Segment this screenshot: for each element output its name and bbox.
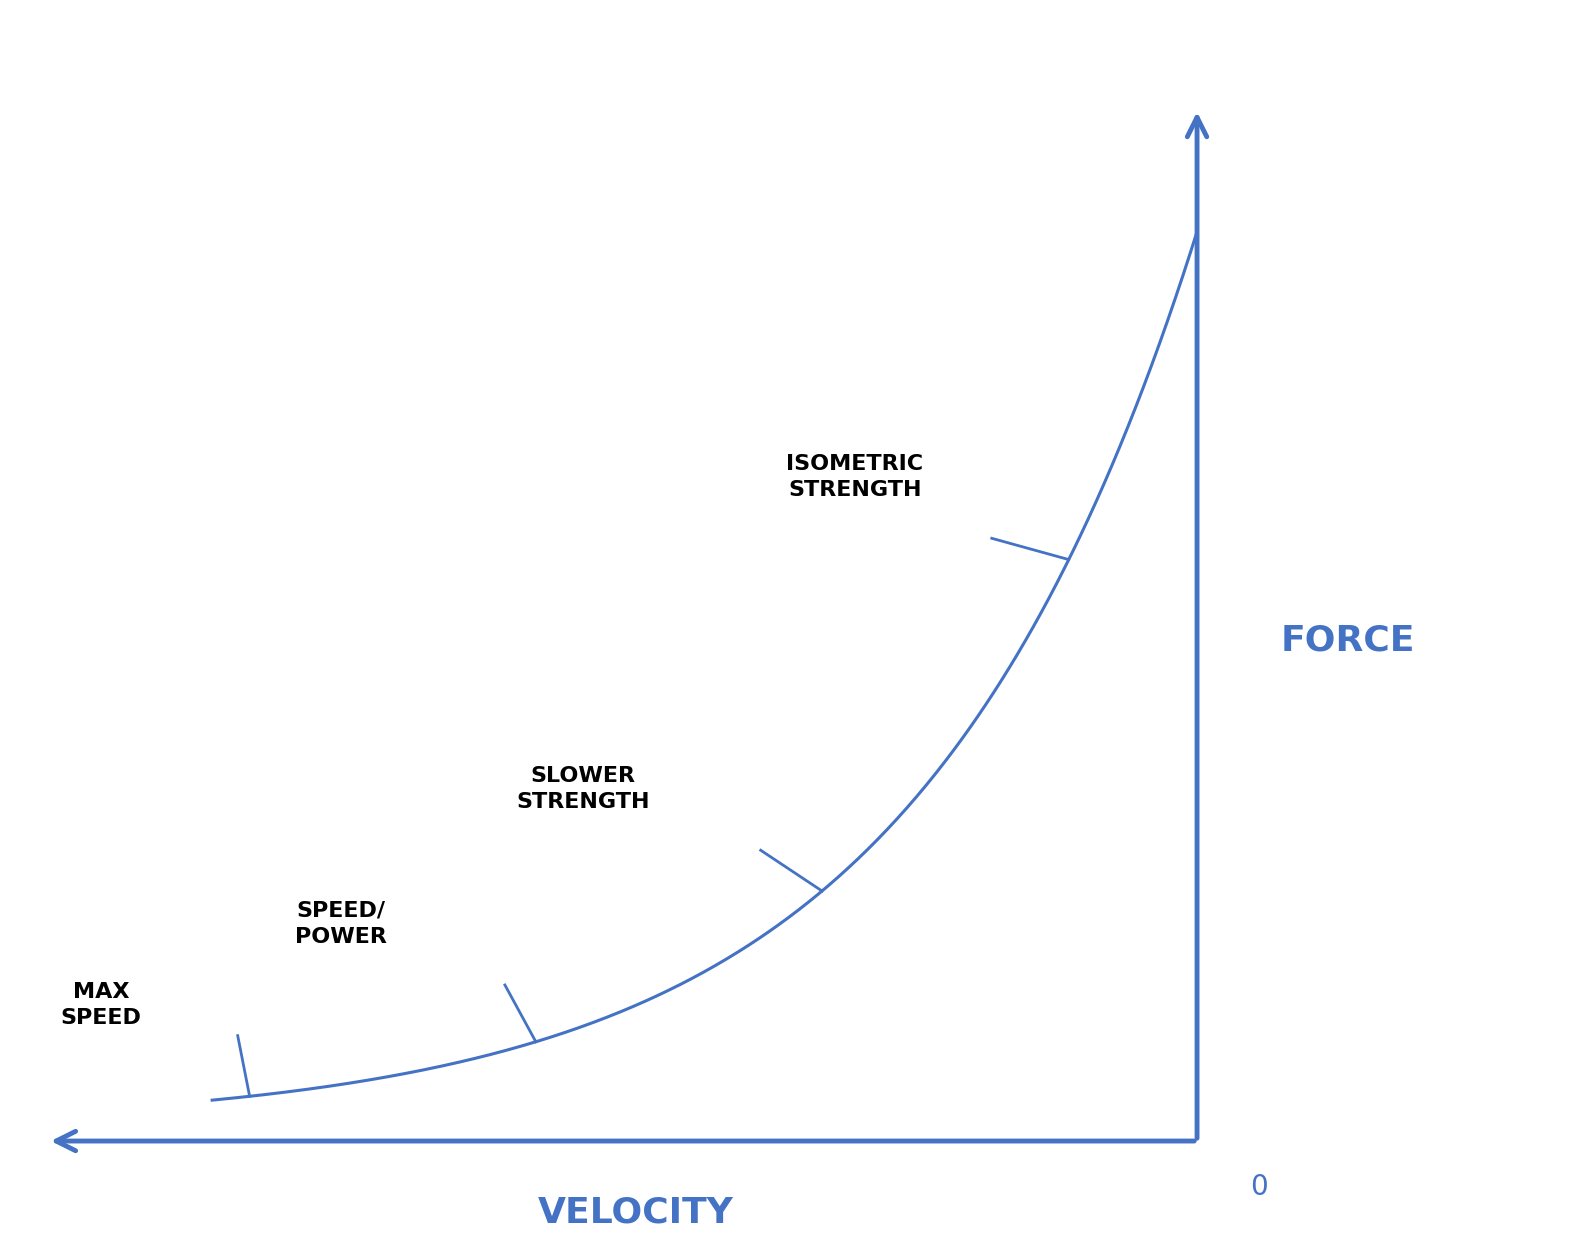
- Text: MAX
SPEED: MAX SPEED: [60, 982, 141, 1029]
- Text: VELOCITY: VELOCITY: [538, 1195, 735, 1230]
- Text: FORCE: FORCE: [1281, 623, 1414, 658]
- Text: 0: 0: [1249, 1173, 1268, 1201]
- Text: ISOMETRIC
STRENGTH: ISOMETRIC STRENGTH: [787, 454, 924, 500]
- Text: SLOWER
STRENGTH: SLOWER STRENGTH: [516, 766, 649, 812]
- Text: SPEED/
POWER: SPEED/ POWER: [295, 901, 387, 947]
